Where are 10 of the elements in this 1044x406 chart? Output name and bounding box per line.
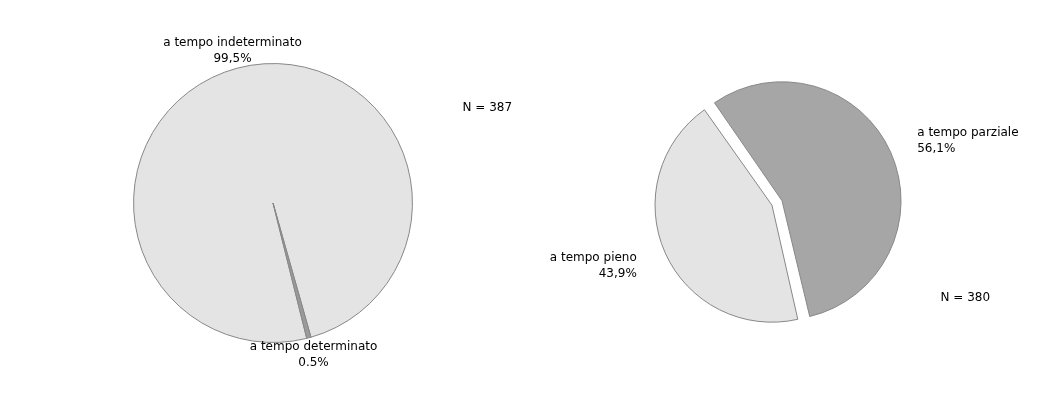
data-label: 43,9% <box>598 265 637 280</box>
data-label: 0.5% <box>298 355 329 370</box>
slice-label: a tempo determinato <box>249 339 378 354</box>
data-label: 99,5% <box>213 50 252 65</box>
slice-label: a tempo pieno <box>549 249 637 264</box>
data-label: 56,1% <box>917 140 956 155</box>
slice-label: a tempo indeterminato <box>163 34 302 49</box>
slice-label: a tempo parziale <box>917 124 1019 139</box>
text: N = 387 <box>462 100 513 115</box>
text: N = 380 <box>940 290 991 305</box>
